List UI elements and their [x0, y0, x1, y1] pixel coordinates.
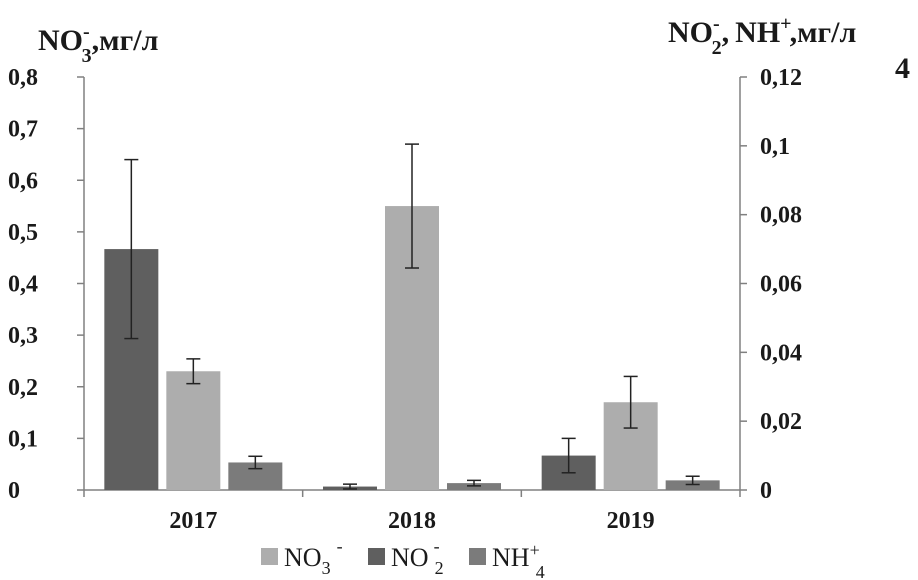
legend-swatch-no3 [261, 548, 278, 565]
legend: NO3- NO 2- NH+ 4 [261, 536, 545, 580]
legend-label-nh4: NH+ 4 [492, 540, 545, 580]
right-tick-label: 0,02 [760, 409, 802, 435]
right-tick-label: 0 [760, 478, 772, 504]
legend-label-no3: NO3- [284, 536, 343, 578]
right-tick-label: 0,08 [760, 203, 802, 229]
category-labels: 2017 2018 2019 [169, 508, 654, 534]
left-tick-label: 0,2 [8, 375, 38, 401]
left-axis-title: NO-3,мг/л [38, 21, 159, 67]
left-tick-label: 0 [8, 478, 20, 504]
left-tick-label: 0,1 [8, 426, 38, 452]
left-tick-label: 0,3 [8, 323, 38, 349]
right-axis-title-sub: 4 [895, 52, 910, 85]
left-axis-ticks: 0 0,1 0,2 0,3 0,4 0,5 0,6 0,7 0,8 [8, 65, 84, 504]
right-tick-label: 0,06 [760, 272, 802, 298]
left-tick-label: 0,4 [8, 272, 38, 298]
left-axis-title-sub: 3 [82, 45, 92, 67]
right-axis-ticks: 0 0,02 0,04 0,06 0,08 0,1 0,12 [740, 65, 802, 504]
right-tick-label: 0,1 [760, 134, 790, 160]
bar [166, 371, 221, 490]
category-label: 2019 [607, 508, 655, 534]
category-label: 2017 [169, 508, 217, 534]
category-label: 2018 [388, 508, 436, 534]
legend-swatch-no2 [368, 548, 385, 565]
error-bars [124, 143, 700, 490]
left-tick-label: 0,5 [8, 220, 38, 246]
x-axis-ticks [83, 490, 741, 497]
left-tick-label: 0,7 [8, 117, 38, 143]
left-tick-label: 0,8 [8, 65, 38, 91]
right-tick-label: 0,12 [760, 65, 802, 91]
right-axis-title: NO-2, NH+,мг/л [668, 13, 856, 59]
left-axis-title-unit: ,мг/л [92, 24, 159, 57]
legend-swatch-nh4 [469, 548, 486, 565]
left-axis-title-sup: - [83, 21, 90, 43]
legend-label-no2: NO 2- [391, 536, 444, 578]
left-tick-label: 0,6 [8, 168, 38, 194]
right-tick-label: 0,04 [760, 340, 802, 366]
